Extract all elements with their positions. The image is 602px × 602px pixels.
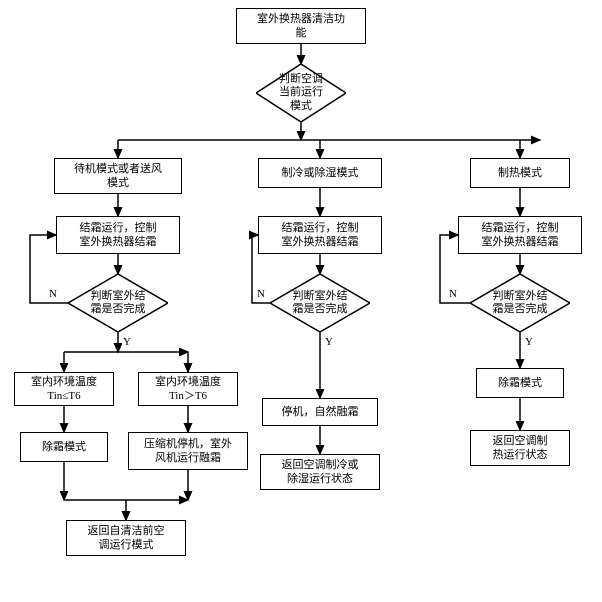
node-frost-middle: 结霜运行，控制室外换热器结霜 <box>258 216 382 254</box>
node-tin-gt: 室内环境温度Tin＞T6 <box>138 372 238 406</box>
node-decision-done-right <box>470 274 570 332</box>
node-tin-le: 室内环境温度Tin≤T6 <box>14 372 114 406</box>
label-n-right: N <box>448 288 458 300</box>
node-decision-mode <box>256 64 346 122</box>
node-decision-done-left <box>68 274 168 332</box>
label-y-right: Y <box>524 336 534 348</box>
node-start-text: 室外换热器清洁功能 <box>257 12 345 41</box>
node-frost-left: 结霜运行，控制室外换热器结霜 <box>56 216 180 254</box>
node-cool-mode: 制冷或除湿模式 <box>258 158 382 188</box>
label-n-middle: N <box>256 288 266 300</box>
label-n-left: N <box>48 288 58 300</box>
node-decision-done-middle <box>270 274 370 332</box>
label-y-left: Y <box>122 336 132 348</box>
node-standby-mode: 待机模式或者送风模式 <box>54 158 182 194</box>
node-frost-right: 结霜运行，控制室外换热器结霜 <box>458 216 582 254</box>
node-return-cool: 返回空调制冷或除湿运行状态 <box>260 454 380 490</box>
node-return-heat: 返回空调制热运行状态 <box>470 430 570 466</box>
node-comp-off: 压缩机停机，室外风机运行融霜 <box>128 432 248 470</box>
node-defrost-left: 除霜模式 <box>20 432 108 462</box>
node-stop-natural: 停机，自然融霜 <box>262 398 378 426</box>
node-heat-mode: 制热模式 <box>470 158 570 188</box>
node-return-self: 返回自清洁前空调运行模式 <box>66 520 186 556</box>
node-start: 室外换热器清洁功能 <box>236 8 366 44</box>
label-y-middle: Y <box>324 336 334 348</box>
node-defrost-right: 除霜模式 <box>476 368 564 398</box>
